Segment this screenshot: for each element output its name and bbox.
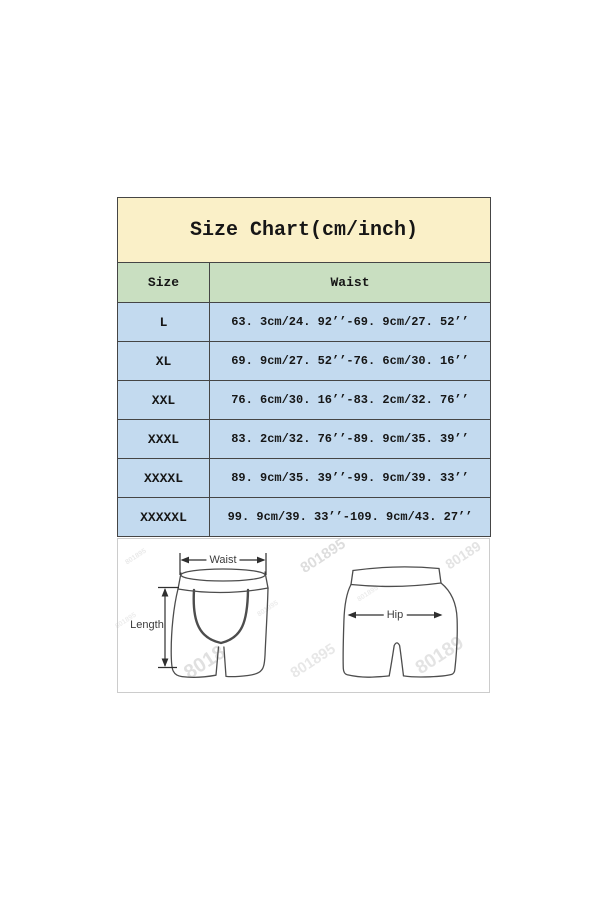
waist-cell: 76. 6cm/30. 16’’-83. 2cm/32. 76’’: [208, 380, 492, 420]
size-cell: XXL: [117, 380, 210, 420]
length-arrow: [158, 586, 179, 669]
waist-cell: 69. 9cm/27. 52’’-76. 6cm/30. 16’’: [208, 341, 492, 381]
column-header-size: Size: [117, 262, 210, 303]
header-row: Size Waist: [117, 262, 492, 303]
size-chart-title: Size Chart(cm/inch): [116, 197, 492, 263]
back-shorts-outline: [342, 566, 458, 678]
size-cell: XL: [117, 341, 210, 381]
shorts-measurement-drawing: [158, 553, 458, 678]
size-cell: L: [117, 302, 210, 342]
table-row: XL 69. 9cm/27. 52’’-76. 6cm/30. 16’’: [117, 341, 492, 381]
size-chart-table: Size Chart(cm/inch) Size Waist L 63. 3cm…: [116, 197, 492, 537]
table-row: XXXXXL 99. 9cm/39. 33’’-109. 9cm/43. 27’…: [117, 497, 492, 537]
size-cell: XXXL: [117, 419, 210, 459]
front-shorts-outline: [170, 568, 269, 678]
length-label: Length: [130, 619, 164, 631]
table-row: XXXXL 89. 9cm/35. 39’’-99. 9cm/39. 33’’: [117, 458, 492, 498]
size-cell: XXXXXL: [117, 497, 210, 537]
waist-cell: 63. 3cm/24. 92’’-69. 9cm/27. 52’’: [208, 302, 492, 342]
table-row: XXL 76. 6cm/30. 16’’-83. 2cm/32. 76’’: [117, 380, 492, 420]
table-row: L 63. 3cm/24. 92’’-69. 9cm/27. 52’’: [117, 302, 492, 342]
size-cell: XXXXL: [117, 458, 210, 498]
measurement-diagram: 801895 80189 8018 801895 80189 801895 80…: [114, 535, 490, 693]
waist-cell: 99. 9cm/39. 33’’-109. 9cm/43. 27’’: [208, 497, 492, 537]
title-row: Size Chart(cm/inch): [116, 197, 492, 263]
hip-label: Hip: [383, 609, 407, 621]
column-header-waist: Waist: [208, 262, 492, 303]
table-row: XXXL 83. 2cm/32. 76’’-89. 9cm/35. 39’’: [117, 419, 492, 459]
waist-cell: 89. 9cm/35. 39’’-99. 9cm/39. 33’’: [208, 458, 492, 498]
waist-label: Waist: [206, 554, 240, 566]
waist-cell: 83. 2cm/32. 76’’-89. 9cm/35. 39’’: [208, 419, 492, 459]
